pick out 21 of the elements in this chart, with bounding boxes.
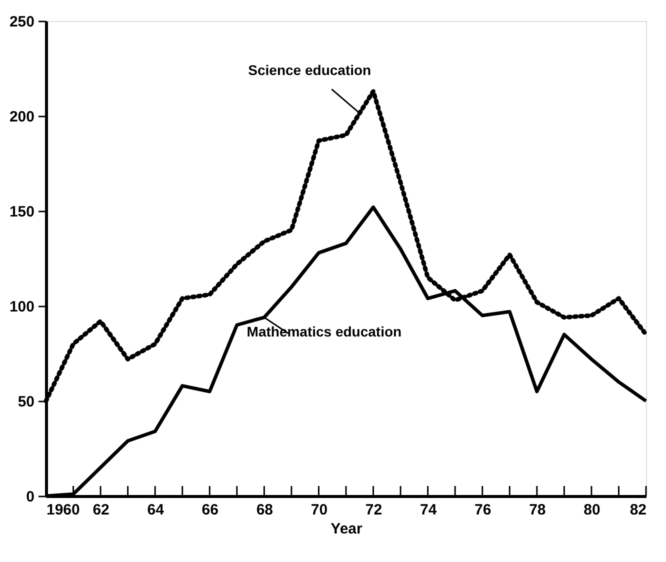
x-tick-label: 82 (630, 502, 646, 518)
y-tick-label: 250 (9, 14, 34, 30)
series-label: Science education (248, 62, 372, 78)
x-tick-label: 80 (584, 502, 600, 518)
x-tick-label: 70 (310, 502, 328, 518)
x-tick-label: 78 (529, 502, 546, 518)
x-tick-label: 76 (474, 502, 492, 518)
x-tick-label: 68 (256, 502, 274, 518)
x-tick-label: 72 (365, 502, 382, 518)
x-tick-label: 66 (202, 502, 218, 518)
y-tick-label: 100 (9, 298, 34, 316)
x-tick-label: 1960 (46, 502, 80, 518)
x-tick-label: 64 (147, 502, 165, 518)
x-tick-label: 74 (420, 502, 438, 518)
x-tick-label: 62 (92, 502, 110, 518)
y-tick-label: 150 (9, 204, 34, 220)
x-axis-title: Year (330, 520, 363, 538)
y-tick-label: 200 (9, 108, 34, 126)
y-tick-label: 0 (26, 488, 34, 506)
series-label: Mathematics education (246, 323, 402, 340)
y-tick-label: 50 (18, 394, 34, 410)
